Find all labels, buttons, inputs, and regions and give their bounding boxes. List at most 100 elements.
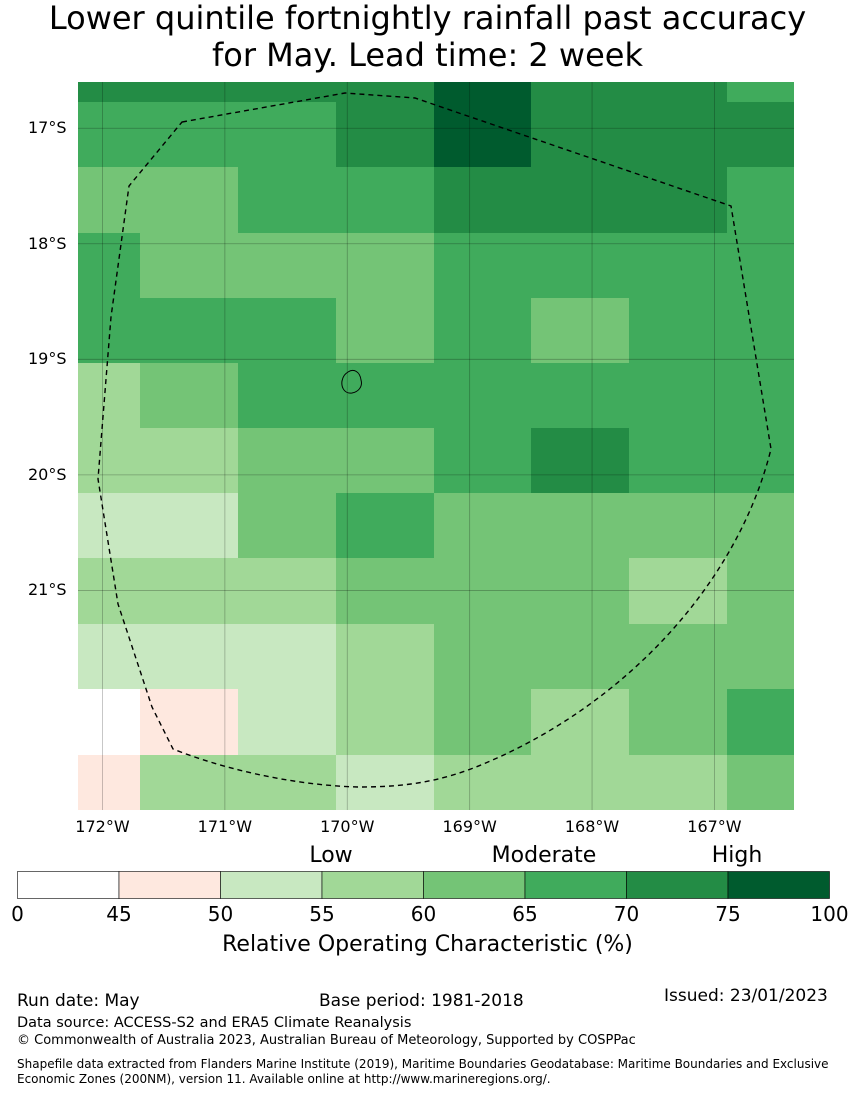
grid-cell bbox=[140, 493, 239, 559]
grid-cell bbox=[140, 755, 239, 810]
grid-cell bbox=[727, 102, 794, 168]
grid-cell bbox=[336, 689, 435, 756]
longitude-label: 169°W bbox=[442, 817, 497, 836]
category-moderate-label: Moderate bbox=[491, 843, 597, 868]
grid-cell bbox=[727, 167, 794, 234]
latitude-label: 18°S bbox=[28, 233, 67, 253]
grid-cell bbox=[629, 82, 728, 103]
colorbar-title: Relative Operating Characteristic (%) bbox=[222, 932, 633, 957]
grid-cell bbox=[531, 298, 630, 364]
grid-cell bbox=[140, 298, 239, 364]
grid-cell bbox=[434, 102, 532, 168]
latitude-label: 21°S bbox=[28, 580, 67, 600]
grid-cell bbox=[238, 102, 337, 168]
grid-cell bbox=[78, 428, 141, 494]
grid-cell bbox=[78, 233, 141, 299]
colorbar-tick-label: 75 bbox=[715, 902, 741, 926]
grid-cell bbox=[78, 82, 141, 103]
grid-cell bbox=[78, 363, 141, 429]
grid-cell bbox=[238, 428, 337, 494]
grid-cell bbox=[140, 363, 239, 429]
grid-cell bbox=[238, 624, 337, 690]
grid-cell bbox=[336, 167, 435, 234]
latitude-label: 17°S bbox=[28, 118, 67, 138]
grid-cell bbox=[434, 298, 532, 364]
map-title: Lower quintile fortnightly rainfall past… bbox=[0, 0, 855, 74]
grid-cell bbox=[140, 102, 239, 168]
grid-cell bbox=[336, 233, 435, 299]
grid-cell bbox=[629, 298, 728, 364]
grid-cell bbox=[78, 558, 141, 625]
grid-cell bbox=[336, 82, 435, 103]
grid-cell bbox=[727, 82, 794, 103]
grid-cell bbox=[140, 624, 239, 690]
title-line-2: for May. Lead time: 2 week bbox=[211, 36, 643, 74]
grid-cell bbox=[238, 167, 337, 234]
grid-cell bbox=[238, 233, 337, 299]
colorbar-segment bbox=[321, 871, 424, 899]
grid-cell bbox=[78, 624, 141, 690]
grid-cell bbox=[727, 363, 794, 429]
grid-cell bbox=[727, 689, 794, 756]
grid-cell bbox=[629, 167, 728, 234]
grid-cell bbox=[629, 493, 728, 559]
grid-cell bbox=[140, 428, 239, 494]
shapefile-credit-line-2: Economic Zones (200NM), version 11. Avai… bbox=[17, 1072, 551, 1086]
colorbar-segment bbox=[423, 871, 526, 899]
colorbar-tick-label: 70 bbox=[613, 902, 640, 926]
grid-cell bbox=[336, 363, 435, 429]
latitude-label: 19°S bbox=[28, 349, 67, 369]
colorbar-tick-label: 45 bbox=[106, 902, 132, 926]
longitude-label: 167°W bbox=[687, 817, 742, 836]
longitude-label: 171°W bbox=[197, 817, 253, 836]
grid-cell bbox=[531, 493, 630, 559]
colorbar-segment bbox=[17, 871, 120, 899]
longitude-label: 168°W bbox=[564, 817, 620, 836]
grid-cell bbox=[78, 493, 141, 559]
copyright-notice: © Commonwealth of Australia 2023, Austra… bbox=[17, 1033, 636, 1048]
grid-cell bbox=[434, 233, 532, 299]
grid-cells bbox=[78, 82, 794, 810]
colorbar-segment bbox=[727, 871, 830, 899]
grid-cell bbox=[531, 428, 630, 494]
base-period: Base period: 1981-2018 bbox=[319, 991, 524, 1011]
grid-cell bbox=[629, 689, 728, 756]
longitude-label: 170°W bbox=[320, 817, 375, 836]
grid-cell bbox=[336, 102, 435, 168]
shapefile-credit-line-1: Shapefile data extracted from Flanders M… bbox=[17, 1057, 829, 1071]
grid-cell bbox=[434, 493, 532, 559]
grid-cell bbox=[531, 624, 630, 690]
grid-cell bbox=[629, 363, 728, 429]
category-high-label: High bbox=[711, 843, 763, 868]
grid-cell bbox=[434, 624, 532, 690]
grid-cell bbox=[78, 689, 141, 756]
grid-cell bbox=[238, 493, 337, 559]
grid-cell bbox=[336, 428, 435, 494]
grid-cell bbox=[531, 102, 630, 168]
longitude-label: 172°W bbox=[75, 817, 130, 836]
niue-island-outline bbox=[341, 369, 362, 394]
grid-cell bbox=[434, 428, 532, 494]
grid-cell bbox=[727, 624, 794, 690]
grid-cell bbox=[531, 363, 630, 429]
grid-cell bbox=[140, 689, 239, 756]
grid-cell bbox=[78, 102, 141, 168]
colorbar-tick-label: 100 bbox=[810, 902, 849, 926]
grid-cell bbox=[629, 102, 728, 168]
grid-cell bbox=[140, 82, 239, 103]
grid-cell bbox=[140, 167, 239, 234]
grid-cell bbox=[238, 558, 337, 625]
colorbar-segment bbox=[220, 871, 323, 899]
grid-cell bbox=[727, 493, 794, 559]
grid-cell bbox=[238, 689, 337, 756]
grid-cell bbox=[531, 755, 630, 810]
colorbar-tick-label: 50 bbox=[207, 902, 234, 926]
title-line-1: Lower quintile fortnightly rainfall past… bbox=[48, 0, 807, 37]
grid-cell bbox=[434, 363, 532, 429]
category-low-label: Low bbox=[309, 843, 353, 868]
grid-cell bbox=[434, 167, 532, 234]
colorbar bbox=[17, 871, 830, 899]
latitude-label: 20°S bbox=[28, 464, 67, 484]
grid-cell bbox=[531, 167, 630, 234]
grid-cell bbox=[531, 233, 630, 299]
